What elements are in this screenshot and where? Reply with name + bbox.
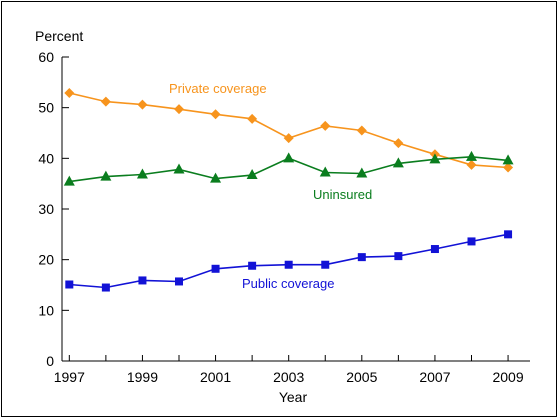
y-ticks: 0 10 20 30 40 50 60 [38, 49, 69, 369]
data-point-uninsured-2005 [356, 167, 368, 178]
data-point-public-coverage-2003 [284, 260, 293, 269]
series-label-public-coverage: Public coverage [242, 276, 335, 291]
x-tick-label-2005: 2005 [346, 369, 377, 385]
data-point-public-coverage-2004 [321, 260, 330, 269]
data-point-private-coverage-1997 [64, 87, 75, 98]
x-tick-label-1997: 1997 [54, 369, 85, 385]
data-point-public-coverage-1997 [65, 280, 74, 289]
data-point-uninsured-2004 [319, 166, 331, 177]
data-point-uninsured-2000 [173, 163, 185, 174]
data-point-uninsured-2001 [210, 172, 222, 183]
data-point-public-coverage-2005 [357, 253, 366, 262]
data-point-public-coverage-2001 [211, 264, 220, 273]
x-tick-label-1999: 1999 [127, 369, 158, 385]
data-point-private-coverage-2003 [283, 133, 294, 144]
data-point-uninsured-2002 [246, 169, 258, 180]
data-point-uninsured-2009 [502, 154, 514, 165]
data-point-private-coverage-1998 [100, 96, 111, 107]
x-tick-label-2009: 2009 [492, 369, 523, 385]
data-point-uninsured-2006 [392, 157, 404, 168]
data-point-private-coverage-2002 [247, 113, 258, 124]
y-axis-label: Percent [35, 28, 83, 44]
data-point-private-coverage-2001 [210, 109, 221, 120]
y-tick-label-20: 20 [38, 252, 54, 268]
data-point-public-coverage-2008 [467, 237, 476, 246]
data-point-private-coverage-2000 [174, 104, 184, 115]
data-point-public-coverage-2006 [394, 252, 403, 261]
data-point-private-coverage-2008 [466, 159, 477, 170]
data-point-uninsured-2003 [283, 152, 295, 163]
x-ticks: 1997 1999 2001 2003 2005 2007 2009 [54, 355, 524, 385]
x-tick-label-2001: 2001 [200, 369, 231, 385]
data-point-private-coverage-1999 [137, 99, 148, 110]
data-point-public-coverage-2002 [248, 261, 257, 270]
data-point-private-coverage-2009 [503, 162, 514, 173]
data-point-uninsured-1998 [100, 170, 112, 181]
y-tick-label-0: 0 [46, 353, 54, 369]
y-tick-label-10: 10 [38, 302, 54, 318]
data-point-private-coverage-2004 [320, 120, 331, 131]
y-tick-label-60: 60 [38, 49, 54, 65]
data-point-public-coverage-2007 [430, 245, 439, 254]
data-point-private-coverage-2005 [356, 125, 367, 136]
y-tick-label-40: 40 [38, 150, 54, 166]
x-tick-label-2007: 2007 [419, 369, 450, 385]
y-tick-label-30: 30 [38, 201, 54, 217]
data-point-uninsured-2008 [466, 150, 477, 161]
data-point-public-coverage-2000 [175, 277, 183, 286]
series-label-private-coverage: Private coverage [169, 81, 267, 96]
series-label-uninsured: Uninsured [313, 187, 372, 202]
series-group [63, 87, 514, 292]
data-point-public-coverage-1999 [138, 276, 147, 285]
x-axis-label: Year [279, 389, 308, 405]
x-tick-label-2003: 2003 [273, 369, 304, 385]
data-point-uninsured-1999 [136, 168, 148, 179]
data-point-private-coverage-2006 [393, 138, 404, 149]
y-tick-label-50: 50 [38, 100, 54, 116]
data-point-public-coverage-1998 [101, 283, 110, 292]
data-point-public-coverage-2009 [504, 230, 513, 239]
data-point-uninsured-1997 [63, 175, 75, 186]
data-point-uninsured-2007 [429, 153, 441, 164]
